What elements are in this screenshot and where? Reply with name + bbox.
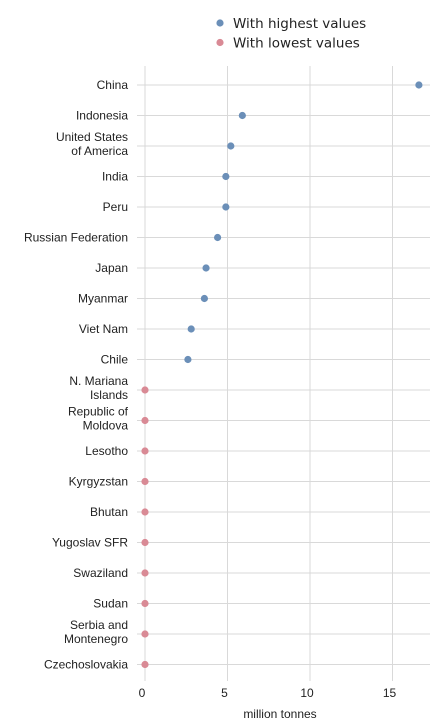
category-label: Serbia and Montenegro xyxy=(64,618,128,646)
category-label: Indonesia xyxy=(76,109,128,123)
category-label-line: United States xyxy=(56,130,128,144)
category-label: Peru xyxy=(103,200,128,214)
category-label: Sudan xyxy=(93,597,128,611)
category-label-line: Montenegro xyxy=(64,632,128,646)
legend-marker xyxy=(216,38,224,47)
category-label: Swaziland xyxy=(73,566,128,580)
category-label: Chile xyxy=(101,353,129,367)
legend: With highest values With lowest values xyxy=(216,16,366,52)
data-point xyxy=(141,508,149,516)
data-point xyxy=(141,386,149,394)
category-label: N. Mariana Islands xyxy=(69,374,128,402)
x-tick-label: 0 xyxy=(139,686,146,700)
category-label-line: Islands xyxy=(90,388,128,402)
category-label: Russian Federation xyxy=(24,231,128,245)
x-axis-ticks: 0 5 10 15 xyxy=(139,686,397,700)
data-point xyxy=(222,172,230,181)
category-label-line: Moldova xyxy=(83,419,129,433)
data-point xyxy=(141,599,149,608)
grid xyxy=(137,66,430,681)
category-label: India xyxy=(102,170,128,184)
category-label-line: N. Mariana xyxy=(69,374,128,388)
category-label: Yugoslav SFR xyxy=(52,536,128,550)
data-point xyxy=(141,569,149,577)
data-point xyxy=(187,325,195,333)
data-point xyxy=(214,233,222,242)
legend-label: With lowest values xyxy=(233,36,360,52)
data-point xyxy=(141,630,149,638)
data-point xyxy=(200,294,208,303)
category-label: Myanmar xyxy=(78,292,128,306)
x-tick-label: 5 xyxy=(221,686,228,700)
legend-label: With highest values xyxy=(233,16,366,32)
x-tick-label: 15 xyxy=(383,686,397,700)
data-point xyxy=(141,477,149,486)
category-label: Japan xyxy=(95,261,128,275)
data-point xyxy=(415,81,423,89)
data-point xyxy=(184,355,192,364)
category-label-line: Serbia and xyxy=(70,618,128,632)
category-labels: China Indonesia United States of America Ind… xyxy=(24,78,129,672)
data-point xyxy=(141,416,149,425)
category-label: Kyrgyzstan xyxy=(69,475,128,489)
data-point xyxy=(141,538,149,547)
category-label-line: of America xyxy=(71,144,128,158)
category-label: Czechoslovakia xyxy=(44,658,128,672)
x-axis-label: million tonnes xyxy=(243,707,316,720)
category-label: Lesotho xyxy=(85,444,128,458)
x-tick-label: 10 xyxy=(300,686,314,700)
category-label: Republic of Moldova xyxy=(68,405,129,433)
data-point xyxy=(222,203,230,211)
data-point xyxy=(141,660,149,669)
category-label: United States of America xyxy=(56,130,128,158)
category-label: China xyxy=(97,78,129,92)
category-label: Viet Nam xyxy=(79,322,128,336)
data-point xyxy=(238,111,246,120)
data-point xyxy=(227,142,235,150)
data-point xyxy=(141,447,149,455)
category-label: Bhutan xyxy=(90,505,128,519)
category-label-line: Republic of xyxy=(68,405,129,419)
legend-marker xyxy=(216,19,224,27)
data-point xyxy=(202,264,210,272)
data-points xyxy=(141,81,423,669)
